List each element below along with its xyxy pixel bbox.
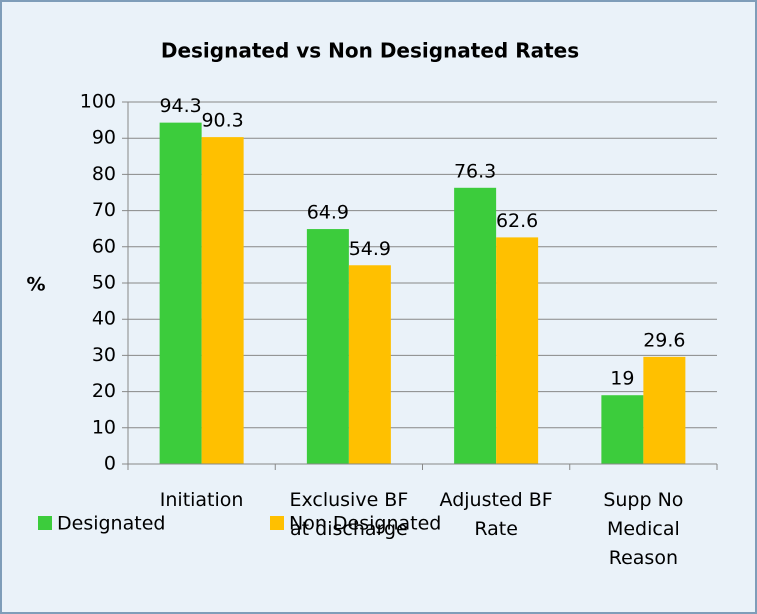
x-tick-label: Adjusted BF Rate [440, 489, 553, 540]
bar [601, 395, 644, 464]
data-label: 76.3 [454, 160, 496, 182]
legend-swatch [38, 516, 52, 530]
bar [454, 187, 497, 464]
x-tick-label: Exclusive BF at discharge [289, 489, 408, 540]
x-tick-label: Supp No Medical Reason [603, 489, 683, 569]
bar [306, 229, 349, 464]
data-label: 29.6 [643, 329, 685, 351]
legend-label: Designated [57, 513, 165, 535]
data-label: 54.9 [349, 238, 391, 260]
bar [201, 137, 244, 464]
legend-swatch [270, 516, 284, 530]
data-label: 19 [610, 368, 634, 390]
y-tick-label: 60 [92, 235, 116, 257]
y-tick-label: 30 [92, 344, 116, 366]
y-tick-label: 50 [92, 272, 116, 294]
data-label: 62.6 [496, 210, 538, 232]
chart-title: Designated vs Non Designated Rates [161, 39, 579, 63]
bar [159, 122, 202, 464]
y-tick-label: 90 [92, 127, 116, 149]
bar [348, 265, 391, 464]
y-tick-label: 40 [92, 308, 116, 330]
y-tick-label: 100 [80, 91, 116, 113]
bar [643, 356, 686, 464]
x-tick-label: Initiation [160, 489, 244, 511]
data-label: 90.3 [201, 110, 243, 132]
y-tick-label: 20 [92, 380, 116, 402]
y-tick-label: 0 [104, 453, 116, 475]
legend-label: Non Designated [289, 513, 441, 535]
data-label: 94.3 [159, 95, 201, 117]
bar [496, 237, 539, 464]
y-axis-label: % [26, 274, 45, 296]
y-tick-label: 10 [92, 416, 116, 438]
y-tick-label: 80 [92, 163, 116, 185]
data-label: 64.9 [307, 202, 349, 224]
y-tick-label: 70 [92, 199, 116, 221]
